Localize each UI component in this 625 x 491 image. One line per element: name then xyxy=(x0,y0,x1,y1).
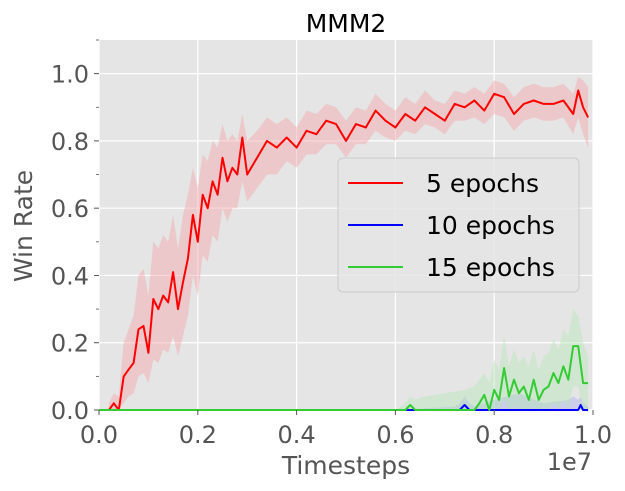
legend-box xyxy=(337,157,580,293)
y-tick-label: 1.0 xyxy=(51,61,89,89)
x-offset-label: 1e7 xyxy=(547,448,592,476)
legend-label: 15 epochs xyxy=(426,253,555,282)
legend-label: 5 epochs xyxy=(426,169,539,198)
line-series-2 xyxy=(99,345,589,411)
x-tick-label: 0.8 xyxy=(475,421,513,449)
x-tick-label: 1.0 xyxy=(574,421,612,449)
x-tick-label: 0.4 xyxy=(278,421,316,449)
band-series-0 xyxy=(108,77,589,410)
x-axis-label: Timesteps xyxy=(281,451,410,480)
x-tick-label: 0.2 xyxy=(179,421,217,449)
legend: 5 epochs 10 epochs 15 epochs xyxy=(337,157,580,293)
y-axis-label: Win Rate xyxy=(9,170,38,282)
y-tick-label: 0.0 xyxy=(51,397,89,425)
y-tick-label: 0.4 xyxy=(51,262,89,290)
x-tick-label: 0.6 xyxy=(376,421,414,449)
line-series-0 xyxy=(108,89,589,411)
y-tick-label: 0.2 xyxy=(51,330,89,358)
x-tick-label: 0.0 xyxy=(80,421,118,449)
legend-label: 10 epochs xyxy=(426,211,555,240)
y-tick-label: 0.6 xyxy=(51,195,89,223)
y-tick-label: 0.8 xyxy=(51,128,89,156)
chart-title: MMM2 xyxy=(306,9,387,38)
